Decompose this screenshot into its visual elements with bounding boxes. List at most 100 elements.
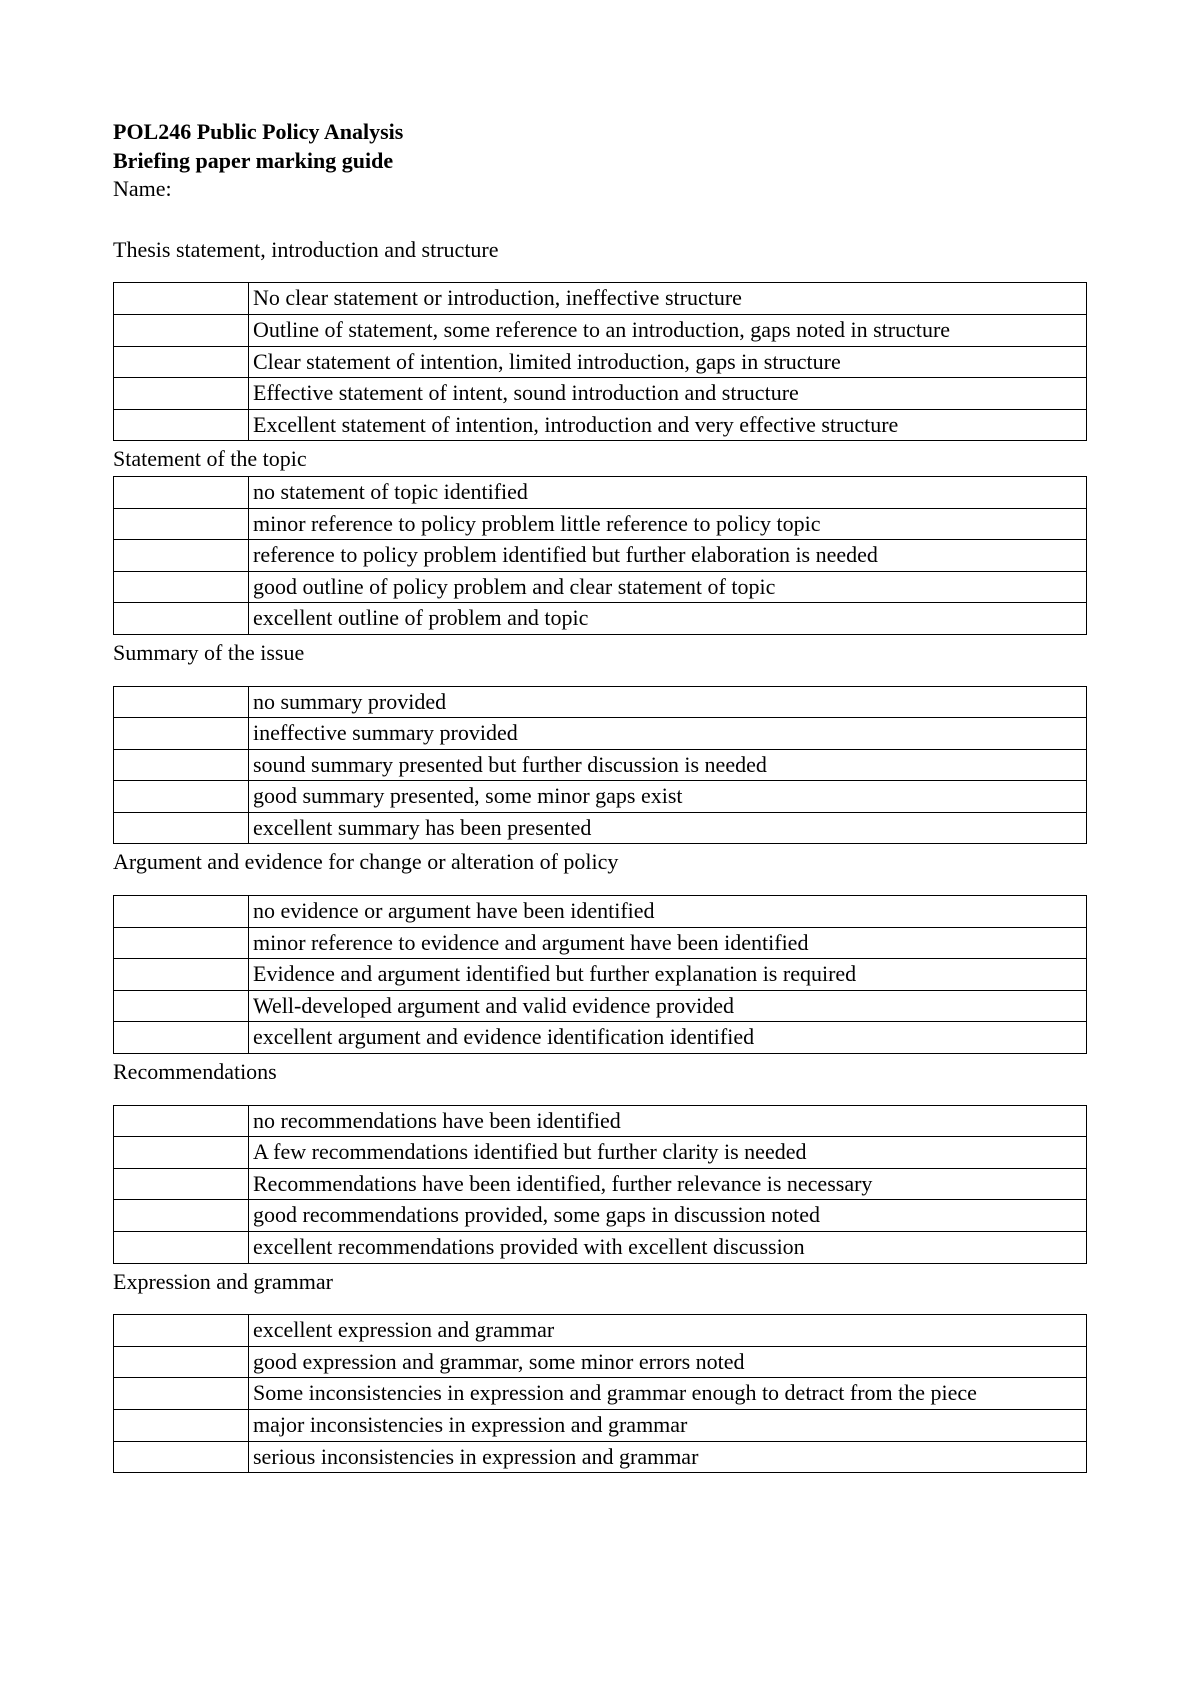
criterion-cell: Well-developed argument and valid eviden…: [249, 990, 1087, 1022]
table-row: serious inconsistencies in expression an…: [114, 1441, 1087, 1473]
table-row: Excellent statement of intention, introd…: [114, 409, 1087, 441]
score-cell: [114, 603, 249, 635]
rubric-section: Summary of the issue no summary provided…: [113, 639, 1087, 845]
criterion-cell: good expression and grammar, some minor …: [249, 1346, 1087, 1378]
table-row: excellent outline of problem and topic: [114, 603, 1087, 635]
rubric-section: Expression and grammar excellent express…: [113, 1268, 1087, 1474]
course-title: POL246 Public Policy Analysis: [113, 118, 1087, 147]
criterion-cell: reference to policy problem identified b…: [249, 540, 1087, 572]
table-row: Evidence and argument identified but fur…: [114, 959, 1087, 991]
score-cell: [114, 896, 249, 928]
score-cell: [114, 314, 249, 346]
score-cell: [114, 283, 249, 315]
section-title: Argument and evidence for change or alte…: [113, 848, 1087, 877]
score-cell: [114, 508, 249, 540]
table-row: excellent summary has been presented: [114, 812, 1087, 844]
criterion-cell: Excellent statement of intention, introd…: [249, 409, 1087, 441]
table-row: Well-developed argument and valid eviden…: [114, 990, 1087, 1022]
rubric-table: No clear statement or introduction, inef…: [113, 282, 1087, 441]
section-title: Thesis statement, introduction and struc…: [113, 236, 1087, 265]
rubric-table: no evidence or argument have been identi…: [113, 895, 1087, 1054]
criterion-cell: excellent recommendations provided with …: [249, 1232, 1087, 1264]
score-cell: [114, 959, 249, 991]
criterion-cell: good outline of policy problem and clear…: [249, 571, 1087, 603]
table-row: no summary provided: [114, 686, 1087, 718]
score-cell: [114, 1232, 249, 1264]
criterion-cell: Outline of statement, some reference to …: [249, 314, 1087, 346]
criterion-cell: good summary presented, some minor gaps …: [249, 781, 1087, 813]
name-label: Name:: [113, 175, 1087, 204]
rubric-table: no statement of topic identified minor r…: [113, 476, 1087, 635]
score-cell: [114, 346, 249, 378]
table-row: minor reference to policy problem little…: [114, 508, 1087, 540]
table-row: good recommendations provided, some gaps…: [114, 1200, 1087, 1232]
table-row: minor reference to evidence and argument…: [114, 927, 1087, 959]
criterion-cell: no evidence or argument have been identi…: [249, 896, 1087, 928]
criterion-cell: ineffective summary provided: [249, 718, 1087, 750]
score-cell: [114, 812, 249, 844]
score-cell: [114, 1168, 249, 1200]
table-row: excellent recommendations provided with …: [114, 1232, 1087, 1264]
criterion-cell: No clear statement or introduction, inef…: [249, 283, 1087, 315]
table-row: ineffective summary provided: [114, 718, 1087, 750]
table-row: no recommendations have been identified: [114, 1105, 1087, 1137]
score-cell: [114, 1346, 249, 1378]
rubric-section: Argument and evidence for change or alte…: [113, 848, 1087, 1054]
table-row: A few recommendations identified but fur…: [114, 1137, 1087, 1169]
score-cell: [114, 781, 249, 813]
score-cell: [114, 409, 249, 441]
score-cell: [114, 1315, 249, 1347]
score-cell: [114, 378, 249, 410]
section-title: Recommendations: [113, 1058, 1087, 1087]
table-row: good outline of policy problem and clear…: [114, 571, 1087, 603]
criterion-cell: excellent outline of problem and topic: [249, 603, 1087, 635]
score-cell: [114, 1137, 249, 1169]
score-cell: [114, 1200, 249, 1232]
score-cell: [114, 1441, 249, 1473]
table-row: sound summary presented but further disc…: [114, 749, 1087, 781]
criterion-cell: minor reference to evidence and argument…: [249, 927, 1087, 959]
table-row: Effective statement of intent, sound int…: [114, 378, 1087, 410]
criterion-cell: excellent argument and evidence identifi…: [249, 1022, 1087, 1054]
score-cell: [114, 990, 249, 1022]
criterion-cell: A few recommendations identified but fur…: [249, 1137, 1087, 1169]
score-cell: [114, 1378, 249, 1410]
table-row: Some inconsistencies in expression and g…: [114, 1378, 1087, 1410]
document-header: POL246 Public Policy Analysis Briefing p…: [113, 118, 1087, 204]
table-row: excellent expression and grammar: [114, 1315, 1087, 1347]
rubric-table: no summary provided ineffective summary …: [113, 686, 1087, 845]
table-row: Clear statement of intention, limited in…: [114, 346, 1087, 378]
criterion-cell: minor reference to policy problem little…: [249, 508, 1087, 540]
rubric-section: Statement of the topic no statement of t…: [113, 445, 1087, 635]
score-cell: [114, 749, 249, 781]
table-row: major inconsistencies in expression and …: [114, 1409, 1087, 1441]
table-row: excellent argument and evidence identifi…: [114, 1022, 1087, 1054]
rubric-table: excellent expression and grammar good ex…: [113, 1314, 1087, 1473]
criterion-cell: good recommendations provided, some gaps…: [249, 1200, 1087, 1232]
criterion-cell: excellent expression and grammar: [249, 1315, 1087, 1347]
section-title: Summary of the issue: [113, 639, 1087, 668]
criterion-cell: sound summary presented but further disc…: [249, 749, 1087, 781]
score-cell: [114, 1022, 249, 1054]
score-cell: [114, 1409, 249, 1441]
criterion-cell: Evidence and argument identified but fur…: [249, 959, 1087, 991]
table-row: no evidence or argument have been identi…: [114, 896, 1087, 928]
criterion-cell: excellent summary has been presented: [249, 812, 1087, 844]
criterion-cell: no recommendations have been identified: [249, 1105, 1087, 1137]
document-title: Briefing paper marking guide: [113, 147, 1087, 176]
score-cell: [114, 571, 249, 603]
rubric-table: no recommendations have been identified …: [113, 1105, 1087, 1264]
criterion-cell: Clear statement of intention, limited in…: [249, 346, 1087, 378]
criterion-cell: Recommendations have been identified, fu…: [249, 1168, 1087, 1200]
criterion-cell: Effective statement of intent, sound int…: [249, 378, 1087, 410]
score-cell: [114, 1105, 249, 1137]
table-row: Recommendations have been identified, fu…: [114, 1168, 1087, 1200]
rubric-sections: Thesis statement, introduction and struc…: [113, 236, 1087, 1473]
table-row: good expression and grammar, some minor …: [114, 1346, 1087, 1378]
score-cell: [114, 686, 249, 718]
score-cell: [114, 718, 249, 750]
criterion-cell: no summary provided: [249, 686, 1087, 718]
table-row: No clear statement or introduction, inef…: [114, 283, 1087, 315]
rubric-section: Thesis statement, introduction and struc…: [113, 236, 1087, 442]
score-cell: [114, 540, 249, 572]
